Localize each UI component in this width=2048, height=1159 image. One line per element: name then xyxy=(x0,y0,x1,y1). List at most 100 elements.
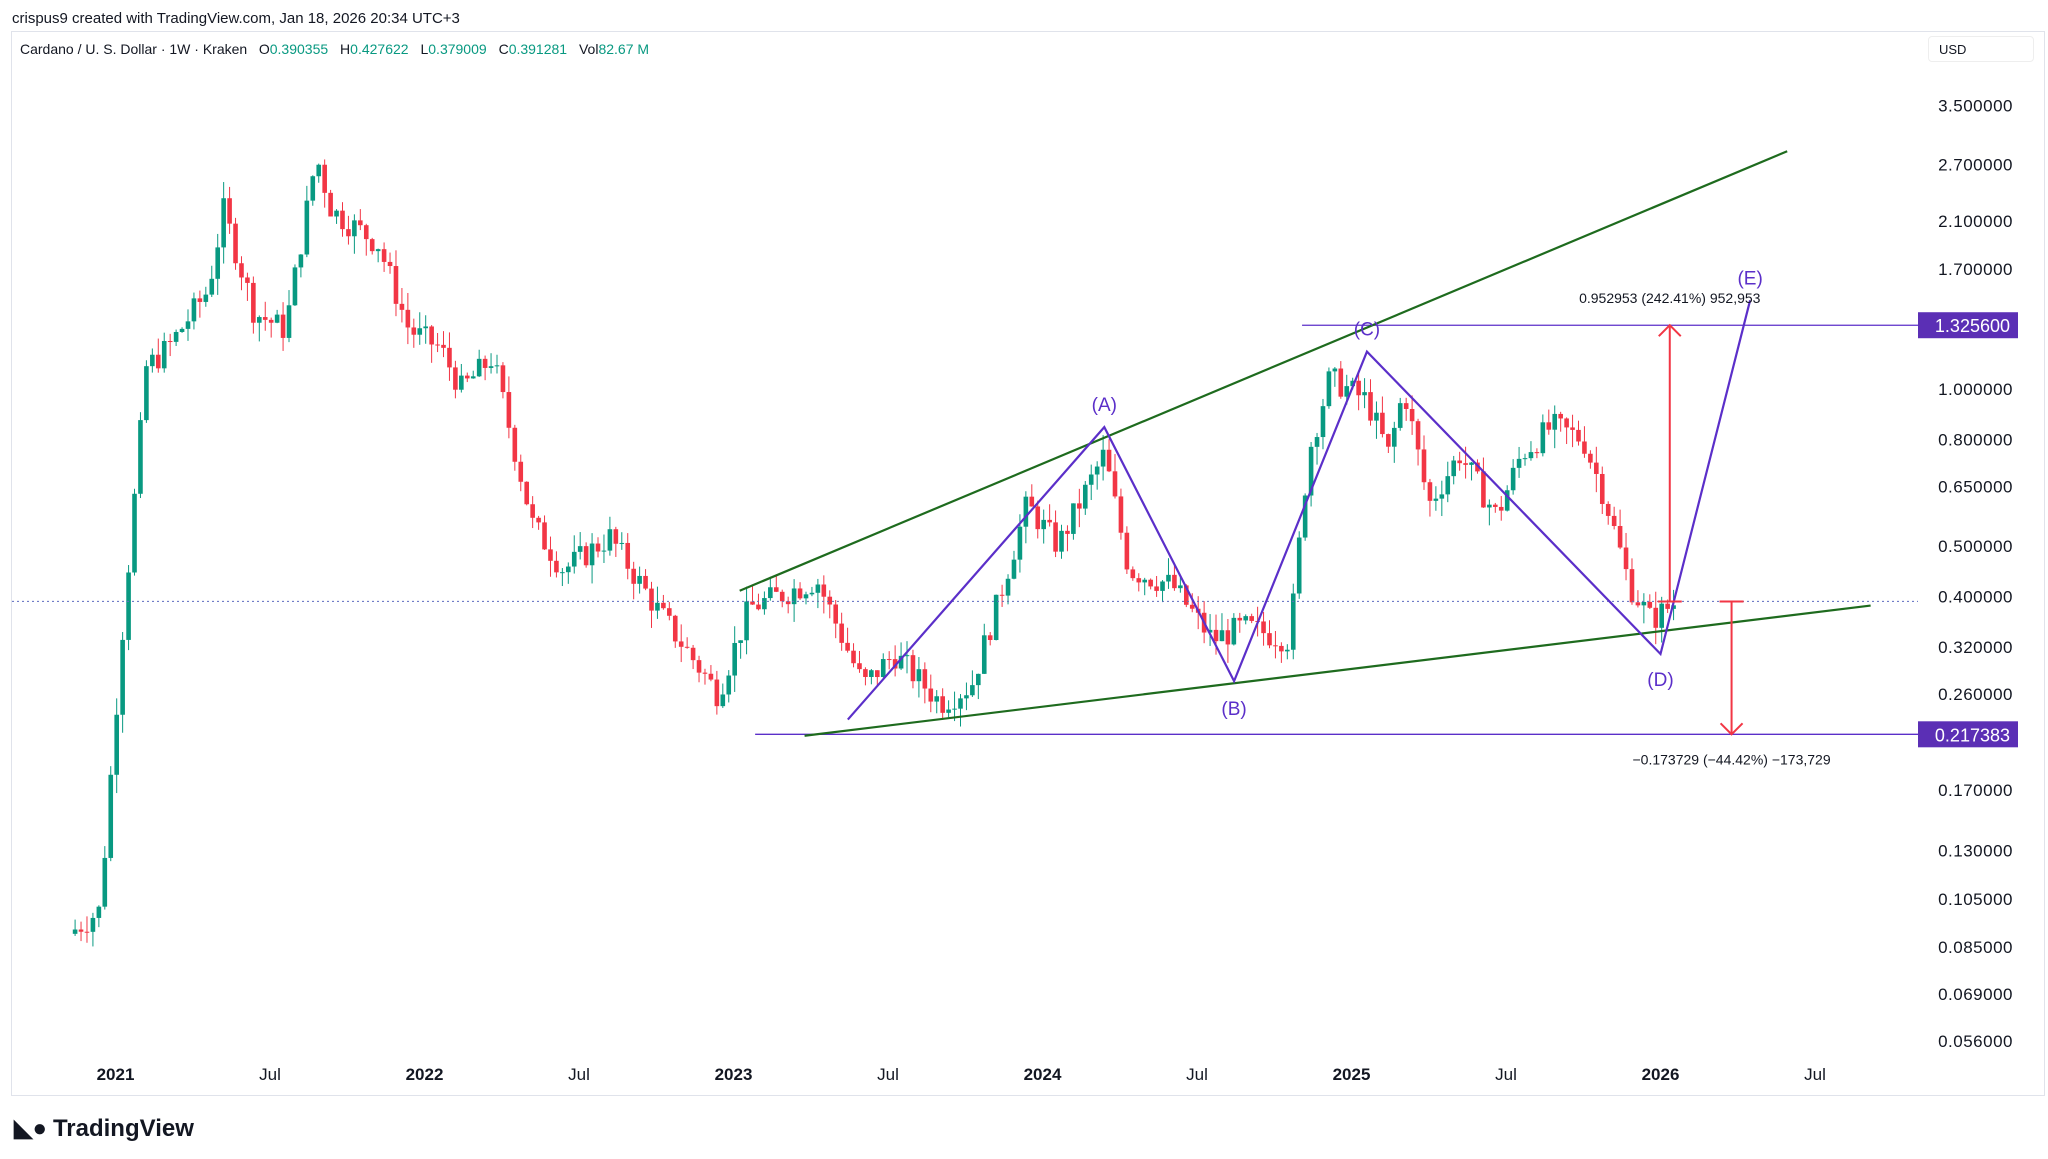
y-tick-label: 0.650000 xyxy=(1938,477,2013,496)
close-value: 0.391281 xyxy=(508,41,568,57)
x-tick-label: 2026 xyxy=(1642,1065,1680,1084)
y-tick-label: 0.170000 xyxy=(1938,781,2013,800)
x-tick-label: Jul xyxy=(259,1065,281,1084)
candle xyxy=(1148,579,1153,587)
candle xyxy=(1166,574,1171,582)
candle xyxy=(1528,452,1534,459)
candle xyxy=(536,517,541,523)
candle xyxy=(762,598,767,610)
y-tick-label: 2.700000 xyxy=(1938,155,2013,174)
candle xyxy=(1082,484,1088,509)
candle xyxy=(1237,617,1243,621)
candle xyxy=(191,298,197,322)
candle xyxy=(1641,601,1647,606)
volume-value: 82.67 M xyxy=(598,41,650,57)
candle xyxy=(1665,603,1670,609)
candle xyxy=(548,549,553,561)
candle xyxy=(560,572,565,574)
currency-selector[interactable]: USD xyxy=(1928,36,2034,62)
candle xyxy=(280,314,286,338)
candle xyxy=(898,655,904,669)
candle xyxy=(1332,368,1338,372)
candle xyxy=(1380,412,1385,435)
tradingview-logo: ◣● TradingView xyxy=(14,1114,194,1143)
candle xyxy=(1457,460,1462,464)
y-tick-label: 0.400000 xyxy=(1938,587,2013,606)
candle xyxy=(1594,462,1599,474)
candle xyxy=(292,267,298,306)
candle xyxy=(732,642,737,676)
candle xyxy=(512,427,518,462)
candle xyxy=(601,550,607,552)
candle xyxy=(1427,482,1433,501)
candle xyxy=(1011,559,1017,579)
chart-credit: crispus9 created with TradingView.com, J… xyxy=(12,10,460,27)
candle xyxy=(1142,579,1148,583)
candle xyxy=(1225,630,1231,645)
candle xyxy=(1029,496,1035,507)
candle xyxy=(363,225,369,240)
y-tick-label: 0.056000 xyxy=(1938,1032,2013,1051)
candle xyxy=(1154,586,1159,591)
candle xyxy=(150,354,155,367)
candle xyxy=(981,635,987,674)
candle xyxy=(239,263,244,278)
candle xyxy=(1296,537,1302,594)
candle xyxy=(631,568,636,584)
candle xyxy=(779,591,785,602)
y-tick-label: 0.105000 xyxy=(1938,890,2013,909)
price-level-badge xyxy=(1918,312,2018,339)
candle xyxy=(1308,446,1314,496)
candle xyxy=(1302,495,1308,538)
candle xyxy=(1445,476,1451,495)
candle xyxy=(857,663,862,670)
candle xyxy=(1368,392,1373,421)
candle xyxy=(922,669,928,689)
tv-logo-icon: ◣● xyxy=(14,1115,47,1142)
candle xyxy=(661,602,666,609)
candle xyxy=(524,481,530,505)
candle xyxy=(1100,449,1106,467)
candle xyxy=(1338,368,1344,397)
candle xyxy=(90,917,96,932)
candle xyxy=(964,695,969,699)
brand-name: TradingView xyxy=(52,1114,194,1142)
candle xyxy=(1017,526,1023,560)
candle xyxy=(120,639,125,715)
close-label: C xyxy=(498,41,509,57)
candle xyxy=(1433,498,1439,501)
candle xyxy=(417,328,423,335)
candle xyxy=(459,375,464,390)
wave-label: (C) xyxy=(1354,320,1380,341)
x-tick-label: 2023 xyxy=(715,1065,753,1084)
candle xyxy=(667,608,672,616)
candle xyxy=(821,584,827,597)
candle xyxy=(1493,504,1498,507)
candle xyxy=(227,198,232,224)
candle xyxy=(637,575,642,584)
price-level-label: 1.325600 xyxy=(1935,316,2010,336)
candle xyxy=(554,560,559,573)
candle xyxy=(863,669,868,677)
candle xyxy=(1570,427,1575,430)
candle xyxy=(756,604,761,610)
candle xyxy=(946,709,951,713)
candle xyxy=(1576,429,1581,442)
candle xyxy=(649,588,654,611)
candle xyxy=(1421,449,1427,483)
candle xyxy=(304,200,310,255)
candle xyxy=(464,375,470,379)
wave-label: (A) xyxy=(1092,395,1117,416)
candle xyxy=(744,601,749,641)
candle xyxy=(1088,474,1094,485)
symbol-name[interactable]: Cardano / U. S. Dollar · 1W · Kraken xyxy=(20,41,248,57)
candle xyxy=(1588,453,1593,463)
candle xyxy=(1041,519,1046,530)
candle xyxy=(672,615,678,642)
candle xyxy=(423,326,428,329)
candle xyxy=(1314,437,1320,447)
candle xyxy=(132,493,137,573)
candle xyxy=(1647,601,1653,608)
candle xyxy=(595,543,601,552)
